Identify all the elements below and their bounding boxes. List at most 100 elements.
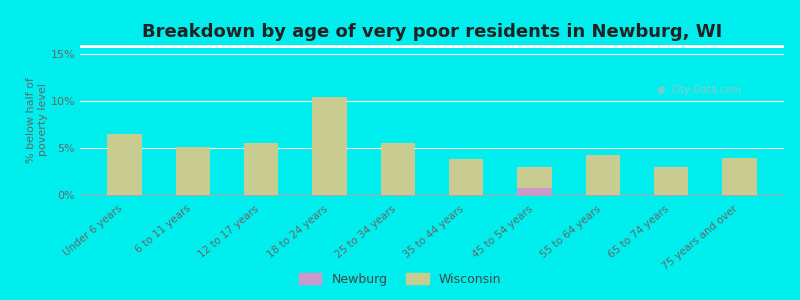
Bar bbox=[80, 46, 784, 48]
Bar bbox=[244, 142, 278, 195]
Y-axis label: % below half of
poverty level: % below half of poverty level bbox=[26, 77, 48, 163]
Bar bbox=[80, 46, 784, 47]
Bar bbox=[80, 46, 784, 47]
Bar bbox=[80, 46, 784, 48]
Bar bbox=[80, 45, 784, 47]
Bar bbox=[80, 46, 784, 47]
Bar bbox=[80, 45, 784, 46]
Bar bbox=[80, 45, 784, 46]
Bar bbox=[80, 46, 784, 47]
Bar bbox=[518, 188, 552, 195]
Bar bbox=[586, 155, 620, 195]
Bar bbox=[80, 45, 784, 47]
Bar bbox=[80, 45, 784, 47]
Bar bbox=[80, 46, 784, 47]
Bar bbox=[80, 45, 784, 47]
Bar bbox=[80, 45, 784, 47]
Bar bbox=[80, 45, 784, 47]
Bar bbox=[80, 46, 784, 48]
Bar bbox=[80, 46, 784, 48]
Bar bbox=[80, 46, 784, 47]
Bar bbox=[80, 46, 784, 48]
Bar bbox=[80, 46, 784, 47]
Bar bbox=[654, 167, 688, 195]
Bar bbox=[80, 46, 784, 47]
Bar bbox=[80, 46, 784, 47]
Bar bbox=[80, 46, 784, 47]
Bar bbox=[722, 158, 757, 195]
Bar bbox=[80, 45, 784, 46]
Bar bbox=[80, 46, 784, 47]
Bar bbox=[80, 46, 784, 48]
Bar bbox=[80, 46, 784, 47]
Bar bbox=[80, 46, 784, 48]
Bar bbox=[80, 46, 784, 47]
Bar bbox=[80, 46, 784, 48]
Bar bbox=[80, 45, 784, 47]
Bar bbox=[80, 46, 784, 48]
Bar bbox=[80, 46, 784, 48]
Bar bbox=[80, 45, 784, 47]
Bar bbox=[80, 46, 784, 48]
Bar bbox=[80, 46, 784, 48]
Bar bbox=[80, 46, 784, 48]
Bar bbox=[80, 45, 784, 47]
Bar bbox=[80, 46, 784, 47]
Bar bbox=[80, 45, 784, 46]
Bar bbox=[80, 46, 784, 48]
Bar bbox=[80, 46, 784, 47]
Bar bbox=[80, 46, 784, 47]
Bar bbox=[80, 46, 784, 47]
Bar bbox=[80, 46, 784, 47]
Bar bbox=[80, 45, 784, 46]
Bar bbox=[80, 46, 784, 48]
Bar bbox=[80, 46, 784, 48]
Bar bbox=[80, 46, 784, 48]
Bar bbox=[80, 46, 784, 47]
Bar bbox=[80, 46, 784, 47]
Bar bbox=[80, 45, 784, 47]
Bar bbox=[107, 134, 142, 195]
Bar bbox=[80, 45, 784, 47]
Bar bbox=[80, 45, 784, 46]
Bar bbox=[80, 46, 784, 48]
Bar bbox=[80, 46, 784, 47]
Bar bbox=[80, 46, 784, 47]
Bar bbox=[80, 46, 784, 47]
Bar bbox=[80, 45, 784, 47]
Bar bbox=[80, 46, 784, 47]
Bar bbox=[80, 45, 784, 47]
Bar bbox=[80, 46, 784, 47]
Bar bbox=[80, 45, 784, 46]
Bar bbox=[80, 46, 784, 48]
Bar bbox=[80, 46, 784, 47]
Text: ●: ● bbox=[656, 85, 665, 95]
Bar bbox=[80, 46, 784, 47]
Bar bbox=[80, 45, 784, 46]
Bar bbox=[80, 45, 784, 47]
Bar bbox=[80, 46, 784, 48]
Bar bbox=[80, 46, 784, 47]
Bar bbox=[80, 46, 784, 48]
Bar bbox=[80, 46, 784, 48]
Bar bbox=[80, 46, 784, 47]
Bar bbox=[449, 159, 483, 195]
Legend: Newburg, Wisconsin: Newburg, Wisconsin bbox=[294, 268, 506, 291]
Bar bbox=[80, 46, 784, 48]
Bar bbox=[80, 46, 784, 47]
Bar bbox=[80, 46, 784, 47]
Bar bbox=[80, 46, 784, 47]
Bar bbox=[80, 45, 784, 47]
Text: City-Data.com: City-Data.com bbox=[672, 85, 742, 95]
Bar bbox=[80, 46, 784, 48]
Bar bbox=[80, 45, 784, 46]
Bar bbox=[80, 46, 784, 47]
Bar bbox=[80, 46, 784, 47]
Bar bbox=[80, 45, 784, 47]
Bar bbox=[80, 46, 784, 48]
Bar bbox=[381, 143, 415, 195]
Bar bbox=[80, 46, 784, 48]
Bar bbox=[80, 45, 784, 47]
Bar bbox=[80, 46, 784, 47]
Bar bbox=[312, 97, 346, 195]
